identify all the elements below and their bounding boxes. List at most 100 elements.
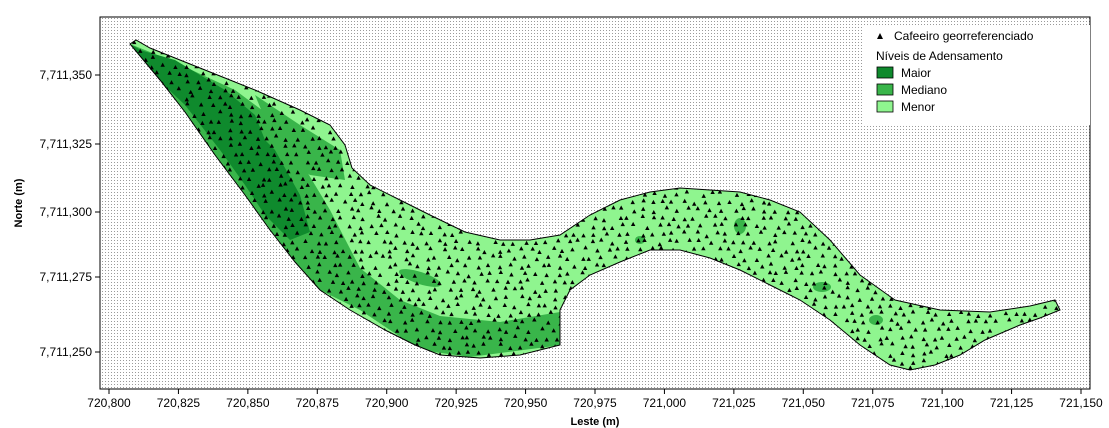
tree-point bbox=[718, 246, 723, 251]
mediano-spot-3 bbox=[813, 282, 831, 292]
tree-point bbox=[414, 281, 420, 286]
tree-point bbox=[844, 318, 850, 323]
tree-point bbox=[867, 343, 872, 349]
tree-point bbox=[288, 177, 294, 182]
tree-point bbox=[641, 233, 646, 238]
tree-point bbox=[859, 278, 865, 283]
tree-point bbox=[394, 233, 399, 238]
tree-point bbox=[898, 305, 903, 311]
tree-point bbox=[464, 335, 470, 340]
tree-point bbox=[771, 277, 776, 283]
tree-point bbox=[571, 232, 576, 237]
tree-point bbox=[271, 223, 276, 228]
tree-point bbox=[459, 319, 464, 324]
tree-point bbox=[610, 241, 615, 246]
tree-point bbox=[617, 232, 622, 237]
tree-point bbox=[476, 318, 481, 323]
tree-point bbox=[704, 213, 709, 218]
tree-point bbox=[497, 327, 502, 332]
tree-point bbox=[312, 192, 317, 197]
tree-point bbox=[229, 93, 234, 98]
tree-point bbox=[553, 305, 558, 310]
tree-point bbox=[349, 206, 355, 211]
tree-point bbox=[707, 208, 712, 213]
tree-point bbox=[830, 289, 835, 294]
tree-point bbox=[783, 269, 789, 274]
tree-point bbox=[284, 119, 289, 124]
tree-point bbox=[820, 253, 825, 258]
tree-point bbox=[242, 135, 248, 140]
tree-point bbox=[623, 239, 629, 244]
tree-point bbox=[776, 225, 781, 230]
tree-point bbox=[386, 281, 391, 286]
tree-point bbox=[519, 265, 525, 270]
tree-point bbox=[315, 254, 321, 259]
tree-point bbox=[252, 197, 257, 203]
tree-point bbox=[393, 245, 398, 250]
tree-point bbox=[218, 136, 223, 141]
tree-point bbox=[306, 264, 311, 269]
tree-point bbox=[244, 85, 249, 90]
tree-point bbox=[891, 357, 897, 362]
tree-point bbox=[385, 229, 390, 235]
tree-point bbox=[717, 189, 723, 194]
tree-point bbox=[343, 296, 349, 302]
tree-point bbox=[667, 237, 673, 242]
tree-point bbox=[742, 258, 747, 263]
tree-point bbox=[447, 351, 452, 356]
tree-point bbox=[407, 297, 412, 302]
tree-point bbox=[865, 304, 871, 309]
tree-point bbox=[328, 149, 334, 154]
tree-point bbox=[324, 176, 329, 181]
tree-point bbox=[790, 241, 795, 246]
tree-point bbox=[150, 54, 156, 59]
tree-point bbox=[515, 325, 521, 330]
tree-point bbox=[719, 221, 724, 226]
tree-point bbox=[794, 249, 800, 254]
tree-point bbox=[779, 280, 784, 285]
tree-point bbox=[382, 239, 387, 244]
tree-point bbox=[493, 239, 498, 244]
tree-point bbox=[839, 256, 844, 261]
tree-point bbox=[432, 287, 438, 292]
tree-point bbox=[255, 151, 260, 156]
tree-point bbox=[238, 176, 243, 181]
tree-point bbox=[380, 253, 386, 258]
tree-point bbox=[462, 278, 467, 283]
tree-point bbox=[850, 328, 855, 334]
tree-point bbox=[650, 245, 655, 250]
tree-point bbox=[332, 250, 337, 255]
tree-point bbox=[803, 294, 809, 299]
tree-point bbox=[326, 158, 331, 163]
tree-point bbox=[290, 222, 295, 228]
tree-point bbox=[228, 142, 234, 147]
tree-point bbox=[651, 209, 656, 215]
tree-point bbox=[366, 302, 371, 307]
tree-point bbox=[901, 312, 907, 317]
tree-point bbox=[599, 237, 604, 242]
tree-point bbox=[836, 293, 842, 298]
tree-point bbox=[556, 238, 561, 243]
tree-point bbox=[889, 296, 894, 301]
tree-point bbox=[751, 240, 756, 245]
tree-point bbox=[487, 270, 492, 275]
tree-point bbox=[454, 295, 459, 300]
tree-point bbox=[256, 119, 261, 124]
tree-point bbox=[518, 310, 524, 315]
tree-point bbox=[524, 240, 529, 245]
tree-point bbox=[271, 101, 277, 106]
tree-point bbox=[625, 231, 630, 236]
tree-point bbox=[333, 145, 338, 150]
tree-point bbox=[1003, 311, 1009, 316]
tree-point bbox=[761, 209, 767, 214]
tree-point bbox=[544, 337, 549, 342]
tree-point bbox=[421, 301, 426, 306]
tree-point bbox=[862, 337, 867, 342]
tree-point bbox=[595, 248, 600, 253]
tree-point bbox=[436, 265, 442, 270]
tree-point bbox=[624, 215, 629, 220]
tree-point bbox=[274, 231, 280, 236]
tree-point bbox=[455, 301, 460, 307]
tree-point bbox=[895, 321, 900, 326]
tree-point bbox=[878, 337, 883, 342]
